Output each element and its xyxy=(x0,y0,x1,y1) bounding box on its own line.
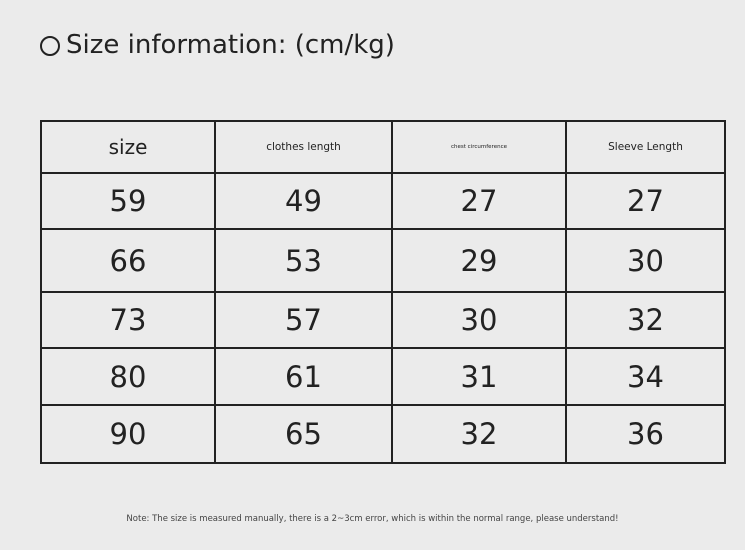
header-size: size xyxy=(40,120,216,174)
table-cell: 30 xyxy=(565,228,726,293)
size-table: size clothes length chest circumference … xyxy=(40,120,726,464)
table-cell: 30 xyxy=(391,291,567,349)
table-cell: 80 xyxy=(40,347,216,406)
measurement-note: Note: The size is measured manually, the… xyxy=(126,514,619,524)
circle-outline-icon xyxy=(40,36,60,56)
table-cell: 27 xyxy=(391,172,567,230)
table-row: 90 65 32 36 xyxy=(40,404,726,464)
header-chest-circumference: chest circumference xyxy=(391,120,567,174)
table-cell: 36 xyxy=(565,404,726,464)
table-cell: 61 xyxy=(214,347,393,406)
table-cell: 66 xyxy=(40,228,216,293)
table-row: 59 49 27 27 xyxy=(40,172,726,230)
table-cell: 32 xyxy=(565,291,726,349)
table-header-row: size clothes length chest circumference … xyxy=(40,120,726,174)
header-clothes-length: clothes length xyxy=(214,120,393,174)
table-row: 66 53 29 30 xyxy=(40,228,726,293)
table-cell: 29 xyxy=(391,228,567,293)
title-text: Size information: (cm/kg) xyxy=(66,30,395,60)
table-cell: 31 xyxy=(391,347,567,406)
table-cell: 65 xyxy=(214,404,393,464)
table-cell: 73 xyxy=(40,291,216,349)
header-sleeve-length: Sleeve Length xyxy=(565,120,726,174)
table-cell: 90 xyxy=(40,404,216,464)
table-cell: 27 xyxy=(565,172,726,230)
table-cell: 34 xyxy=(565,347,726,406)
table-cell: 57 xyxy=(214,291,393,349)
table-row: 80 61 31 34 xyxy=(40,347,726,406)
table-cell: 53 xyxy=(214,228,393,293)
table-row: 73 57 30 32 xyxy=(40,291,726,349)
table-cell: 49 xyxy=(214,172,393,230)
table-cell: 59 xyxy=(40,172,216,230)
page-title: Size information: (cm/kg) xyxy=(40,30,395,60)
table-cell: 32 xyxy=(391,404,567,464)
